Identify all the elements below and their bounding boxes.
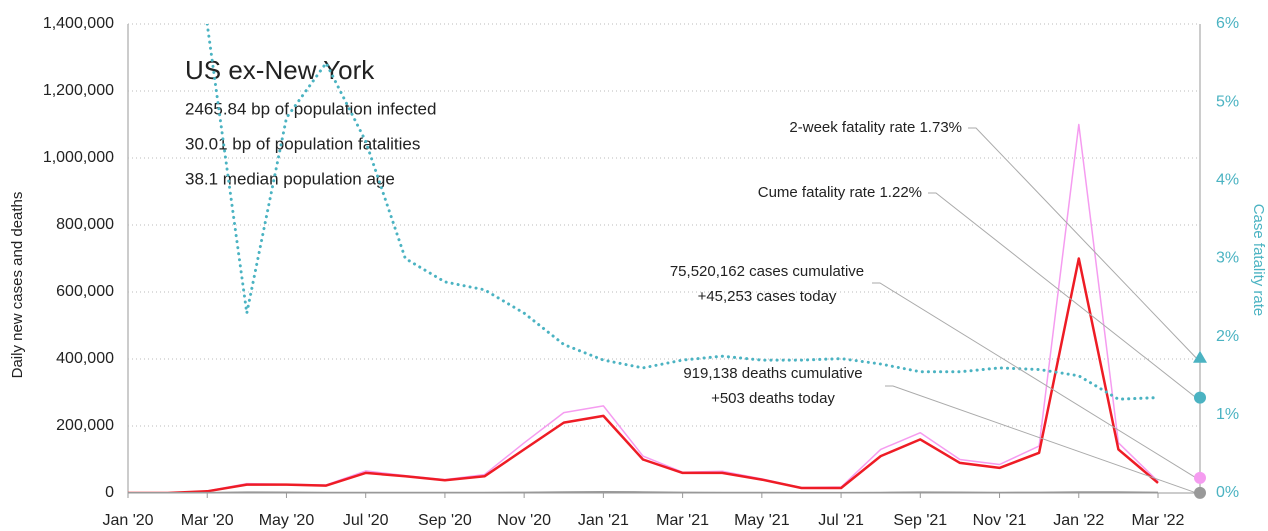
series-line (205, 24, 1160, 401)
x-tick-label: Jan '20 (102, 512, 153, 529)
y-tick-label: 1,200,000 (43, 82, 114, 99)
x-tick-label: Jan '21 (578, 512, 629, 529)
annotation: 75,520,162 cases cumulative (670, 263, 864, 280)
subtitle: 30.01 bp of population fatalities (185, 134, 420, 153)
y2-tick-label: 2% (1216, 328, 1239, 345)
leader-line (928, 192, 1197, 399)
y-axis-label: Daily new cases and deaths (9, 192, 26, 379)
y-tick-label: 400,000 (56, 350, 114, 367)
leader-line (872, 282, 1197, 479)
y2-tick-label: 0% (1216, 484, 1239, 501)
leader-line (885, 385, 1197, 494)
leader-line (968, 127, 1197, 359)
x-tick-label: Jul '20 (343, 512, 389, 529)
x-tick-label: Mar '22 (1132, 512, 1185, 529)
chart-title: US ex-New York (185, 55, 375, 85)
series-line (128, 491, 1159, 493)
annotation-marker (1194, 391, 1206, 404)
y2-tick-label: 5% (1216, 93, 1239, 110)
x-tick-label: Sep '21 (893, 512, 947, 529)
annotation-marker (1194, 471, 1206, 484)
y-tick-label: 800,000 (56, 216, 114, 233)
annotation: Cume fatality rate 1.22% (758, 184, 922, 201)
x-tick-label: May '21 (734, 512, 790, 529)
x-tick-label: Jul '21 (818, 512, 864, 529)
annotation-marker (1193, 350, 1207, 363)
x-tick-label: May '20 (259, 512, 315, 529)
x-tick-label: Mar '20 (181, 512, 234, 529)
y-tick-label: 200,000 (56, 417, 114, 434)
y2-tick-label: 6% (1216, 15, 1239, 32)
annotation: 2-week fatality rate 1.73% (789, 119, 962, 136)
annotation: +503 deaths today (711, 390, 835, 407)
y2-axis-label: Case fatality rate (1250, 204, 1267, 317)
y2-tick-label: 4% (1216, 172, 1239, 189)
annotation: 919,138 deaths cumulative (683, 365, 862, 382)
series-line (128, 257, 1159, 493)
y2-tick-label: 3% (1216, 250, 1239, 267)
y-tick-label: 1,000,000 (43, 149, 114, 166)
x-tick-label: Mar '21 (656, 512, 709, 529)
y-tick-label: 0 (105, 484, 114, 501)
subtitle: 2465.84 bp of population infected (185, 99, 436, 118)
y2-tick-label: 1% (1216, 406, 1239, 423)
annotation: +45,253 cases today (698, 288, 837, 305)
x-tick-label: Nov '20 (497, 512, 551, 529)
y-tick-label: 600,000 (56, 283, 114, 300)
y-tick-label: 1,400,000 (43, 15, 114, 32)
x-tick-label: Sep '20 (418, 512, 472, 529)
x-tick-label: Jan '22 (1053, 512, 1104, 529)
x-tick-label: Nov '21 (973, 512, 1027, 529)
subtitle: 38.1 median population age (185, 169, 395, 188)
annotation-marker (1194, 486, 1206, 499)
